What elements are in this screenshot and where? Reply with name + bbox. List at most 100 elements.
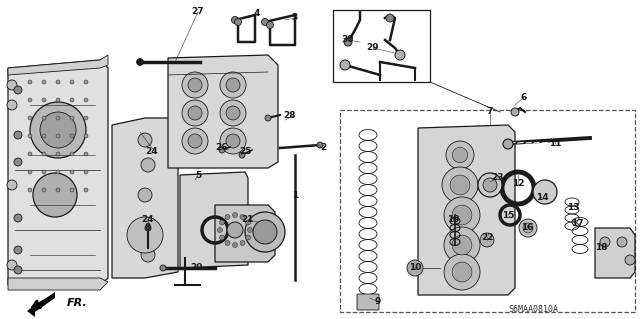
Circle shape (226, 134, 240, 148)
Circle shape (33, 173, 77, 217)
Circle shape (444, 197, 480, 233)
Circle shape (262, 19, 269, 26)
Circle shape (84, 134, 88, 138)
Bar (340, 110, 635, 312)
Circle shape (40, 112, 76, 148)
Circle shape (219, 147, 225, 153)
Circle shape (28, 152, 32, 156)
Circle shape (407, 260, 423, 276)
Circle shape (127, 217, 163, 253)
Circle shape (182, 100, 208, 126)
Circle shape (70, 170, 74, 174)
Text: 22: 22 (481, 233, 493, 241)
Circle shape (145, 225, 151, 231)
Circle shape (136, 58, 143, 65)
Text: 23: 23 (491, 174, 503, 182)
Circle shape (220, 235, 225, 240)
Circle shape (30, 102, 86, 158)
Circle shape (452, 147, 468, 163)
Text: 7: 7 (487, 108, 493, 116)
Text: 29: 29 (367, 43, 380, 53)
Circle shape (28, 134, 32, 138)
Circle shape (42, 152, 46, 156)
Polygon shape (180, 172, 248, 268)
Circle shape (28, 98, 32, 102)
Circle shape (253, 220, 277, 244)
Text: 19: 19 (447, 214, 460, 224)
Text: 10: 10 (409, 263, 421, 271)
Circle shape (42, 134, 46, 138)
Text: 17: 17 (571, 219, 583, 227)
Circle shape (70, 152, 74, 156)
Circle shape (234, 19, 241, 26)
Circle shape (220, 220, 225, 225)
Text: 1: 1 (292, 190, 298, 199)
Circle shape (28, 116, 32, 120)
Text: 18: 18 (595, 242, 607, 251)
Circle shape (444, 227, 480, 263)
Circle shape (84, 188, 88, 192)
Circle shape (84, 116, 88, 120)
Circle shape (226, 78, 240, 92)
Circle shape (225, 241, 230, 246)
Text: 12: 12 (512, 180, 524, 189)
Circle shape (266, 21, 273, 28)
Text: 15: 15 (502, 211, 515, 219)
Circle shape (84, 170, 88, 174)
Circle shape (14, 266, 22, 274)
Polygon shape (168, 55, 278, 168)
Circle shape (511, 108, 519, 116)
Circle shape (344, 38, 352, 46)
Text: 21: 21 (242, 216, 254, 225)
Circle shape (450, 175, 470, 195)
Circle shape (232, 242, 237, 248)
Circle shape (395, 50, 405, 60)
Circle shape (28, 80, 32, 84)
Circle shape (240, 214, 245, 219)
Circle shape (533, 180, 557, 204)
Circle shape (232, 212, 237, 218)
Polygon shape (8, 278, 108, 290)
Circle shape (523, 223, 533, 233)
Circle shape (317, 142, 323, 148)
Circle shape (70, 80, 74, 84)
Circle shape (84, 98, 88, 102)
Circle shape (84, 80, 88, 84)
Circle shape (56, 134, 60, 138)
Text: 14: 14 (536, 194, 548, 203)
Circle shape (452, 205, 472, 225)
Circle shape (340, 60, 350, 70)
Text: 26: 26 (216, 144, 228, 152)
Circle shape (444, 254, 480, 290)
Circle shape (600, 237, 610, 247)
FancyBboxPatch shape (357, 294, 379, 310)
Text: 24: 24 (141, 216, 154, 225)
Circle shape (42, 80, 46, 84)
Circle shape (188, 106, 202, 120)
Circle shape (42, 188, 46, 192)
Circle shape (519, 219, 537, 237)
Text: 20: 20 (190, 263, 202, 272)
Circle shape (14, 86, 22, 94)
Text: 9: 9 (375, 298, 381, 307)
Text: 6: 6 (521, 93, 527, 101)
Polygon shape (215, 205, 275, 262)
Polygon shape (8, 60, 108, 285)
Circle shape (160, 265, 166, 271)
Text: 16: 16 (521, 224, 533, 233)
Text: FR.: FR. (67, 298, 88, 308)
Circle shape (446, 141, 474, 169)
Polygon shape (418, 125, 515, 295)
Circle shape (246, 235, 250, 240)
Circle shape (14, 158, 22, 166)
Circle shape (70, 188, 74, 192)
Polygon shape (27, 305, 35, 317)
Circle shape (56, 98, 60, 102)
Text: 5: 5 (195, 170, 201, 180)
Circle shape (70, 116, 74, 120)
Circle shape (240, 241, 245, 246)
Circle shape (220, 100, 246, 126)
Circle shape (478, 173, 502, 197)
Circle shape (28, 188, 32, 192)
Circle shape (7, 180, 17, 190)
